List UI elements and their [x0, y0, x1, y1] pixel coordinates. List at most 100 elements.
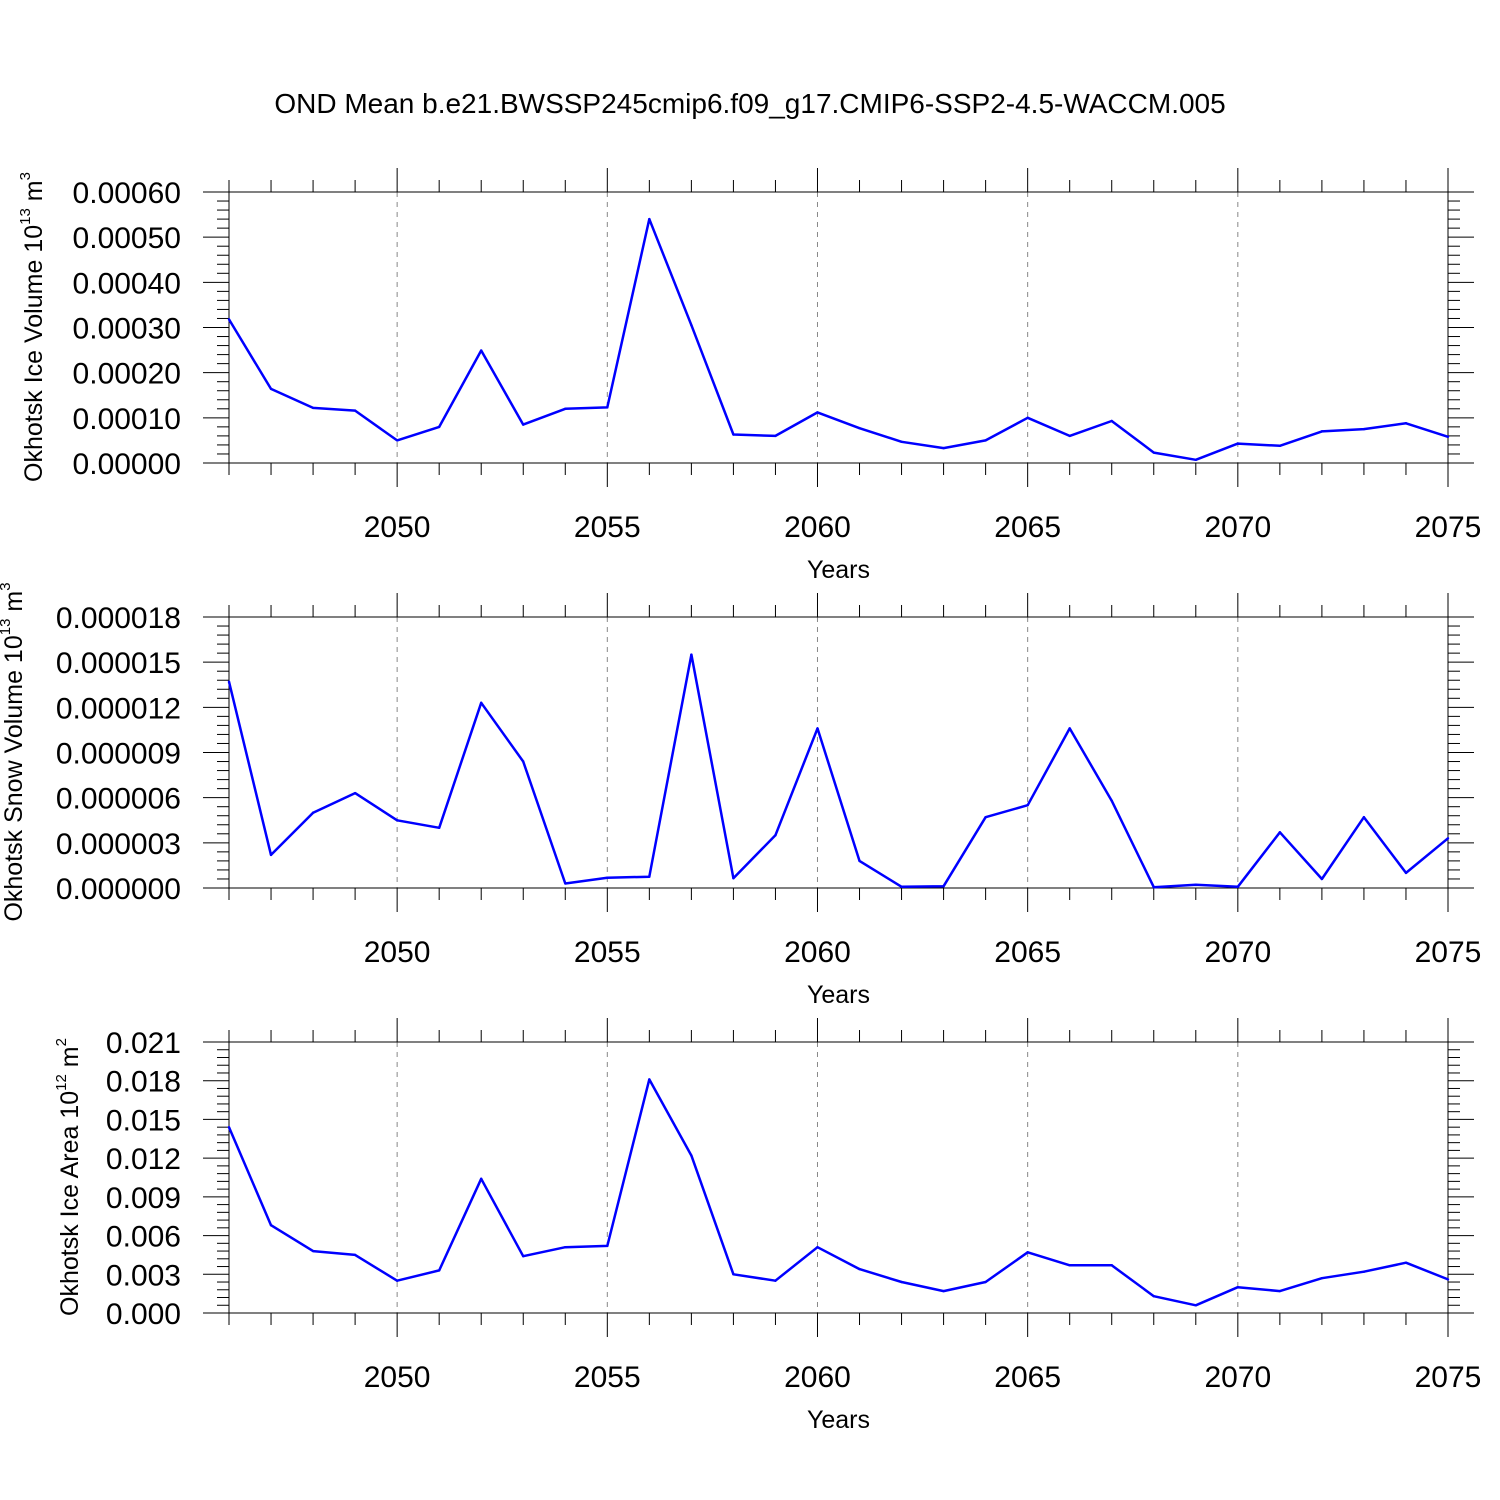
- data-point: [1236, 442, 1240, 445]
- data-point: [942, 446, 945, 450]
- data-point: [1278, 831, 1282, 834]
- data-point: [900, 440, 903, 443]
- ice-area-panel: 0.000 0.003 0.006 0.009 0.012 0.015 0.018 0.021…: [53, 1018, 1481, 1434]
- data-point: [1152, 886, 1155, 889]
- data-point: [227, 318, 231, 321]
- data-point: [437, 826, 441, 829]
- data-point: [1236, 1285, 1240, 1289]
- data-point: [1026, 1251, 1029, 1254]
- data-point: [1110, 419, 1113, 423]
- data-point: [648, 217, 651, 221]
- data-point: [1152, 451, 1155, 454]
- x-tick-label: 2050: [364, 1361, 431, 1394]
- data-point: [395, 439, 399, 442]
- data-point: [942, 1289, 945, 1293]
- data-point: [1110, 1264, 1113, 1267]
- data-point: [269, 1224, 273, 1227]
- x-tick-label: 2075: [1415, 936, 1482, 969]
- y-tick-label: 0.000012: [56, 692, 181, 725]
- data-point: [1446, 1278, 1450, 1281]
- data-point: [1110, 799, 1113, 802]
- data-point: [690, 324, 693, 327]
- data-point: [1362, 816, 1366, 819]
- data-point: [227, 680, 231, 683]
- data-point: [1404, 871, 1408, 875]
- data-point: [227, 1125, 231, 1129]
- data-point: [1320, 877, 1324, 881]
- x-tick-label: 2065: [994, 936, 1061, 969]
- data-point: [606, 406, 609, 409]
- data-point: [1194, 883, 1197, 886]
- data-point: [942, 884, 945, 888]
- data-point: [1404, 1261, 1408, 1264]
- y-axis-title: Okhotsk Ice Area 1012 m2: [53, 1038, 84, 1316]
- y-tick-label: 0.000000: [56, 873, 181, 906]
- y-tick-label: 0.00030: [73, 313, 181, 346]
- x-tick-label: 2050: [364, 511, 431, 544]
- data-point: [648, 1078, 651, 1081]
- data-point: [1194, 458, 1197, 462]
- data-point: [816, 411, 819, 414]
- data-point: [564, 882, 567, 885]
- y-tick-label: 0.003: [106, 1259, 181, 1292]
- x-tick-label: 2055: [574, 511, 641, 544]
- data-point: [1362, 427, 1366, 431]
- data-point: [858, 1267, 861, 1271]
- y-tick-label: 0.00040: [73, 267, 181, 300]
- x-tick-label: 2075: [1415, 511, 1482, 544]
- figure-title: OND Mean b.e21.BWSSP245cmip6.f09_g17.CMI…: [274, 88, 1226, 119]
- y-axis-title: Okhotsk Ice Volume 1013 m3: [17, 172, 48, 482]
- data-point: [900, 885, 903, 888]
- y-tick-label: 0.018: [106, 1066, 181, 1099]
- data-point: [606, 1244, 609, 1248]
- data-point: [564, 1245, 567, 1249]
- data-point: [522, 760, 525, 763]
- data-point: [522, 423, 525, 426]
- y-tick-label: 0.012: [106, 1143, 181, 1176]
- y-tick-label: 0.009: [106, 1182, 181, 1215]
- data-point: [774, 1279, 777, 1282]
- data-point: [1404, 422, 1408, 425]
- y-tick-label: 0.006: [106, 1221, 181, 1254]
- data-point: [1446, 837, 1450, 840]
- data-point: [690, 1154, 693, 1157]
- data-point: [984, 816, 987, 819]
- data-point: [564, 407, 567, 410]
- y-tick-label: 0.021: [106, 1027, 181, 1060]
- y-tick-label: 0.00010: [73, 403, 181, 436]
- x-tick-label: 2075: [1415, 1361, 1482, 1394]
- data-point: [395, 1279, 399, 1282]
- data-point: [311, 811, 315, 814]
- data-point: [984, 439, 987, 442]
- data-point: [480, 1177, 483, 1180]
- y-tick-label: 0.00000: [73, 448, 181, 481]
- x-tick-label: 2060: [784, 1361, 851, 1394]
- data-point: [1362, 1270, 1366, 1273]
- y-tick-label: 0.000: [106, 1298, 181, 1331]
- data-point: [606, 876, 609, 879]
- y-tick-label: 0.015: [106, 1104, 181, 1137]
- data-point: [1068, 434, 1071, 438]
- data-point: [900, 1280, 903, 1284]
- data-point: [1278, 1289, 1282, 1293]
- x-axis-title: Years: [807, 556, 870, 584]
- data-point: [1446, 435, 1450, 439]
- data-point: [816, 1245, 819, 1249]
- data-point: [1320, 430, 1324, 433]
- series-line: [227, 653, 1449, 889]
- data-point: [732, 433, 735, 436]
- x-tick-label: 2050: [364, 936, 431, 969]
- y-tick-label: 0.000009: [56, 738, 181, 771]
- x-tick-label: 2065: [994, 1361, 1061, 1394]
- data-point: [311, 1249, 315, 1253]
- series-line: [227, 217, 1449, 462]
- y-tick-label: 0.000003: [56, 828, 181, 861]
- data-point: [522, 1255, 525, 1258]
- data-point: [774, 834, 777, 837]
- ice-volume-panel: 0.00000 0.00010 0.00020 0.00030 0.00040 0.000…: [17, 168, 1481, 584]
- snow-volume-panel: 0.000000 0.000003 0.000006 0.000009 0.000012…: [0, 582, 1481, 1009]
- series-line: [227, 1078, 1449, 1307]
- data-point: [732, 1273, 735, 1276]
- y-tick-label: 0.00060: [73, 177, 181, 210]
